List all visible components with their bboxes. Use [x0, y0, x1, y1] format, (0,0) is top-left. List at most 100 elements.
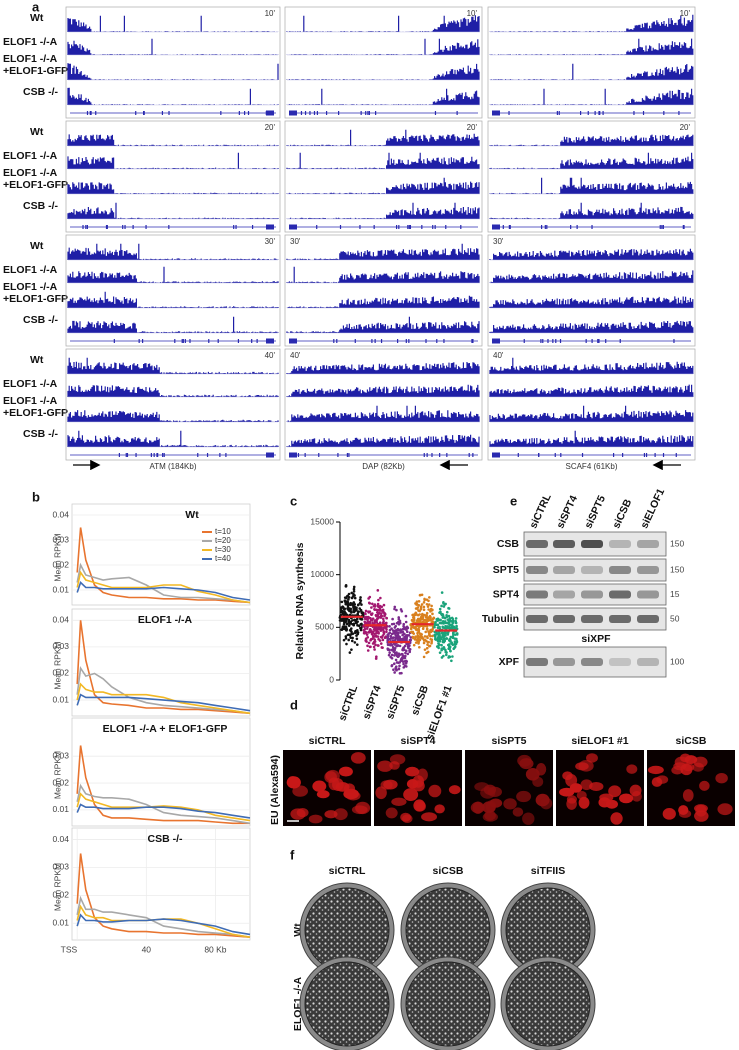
x-tick-label: siSPT5 [384, 684, 407, 721]
exon [348, 453, 350, 457]
exon [683, 225, 685, 229]
series-line [76, 562, 251, 604]
exon [591, 339, 593, 343]
nucleus [522, 812, 535, 825]
dot [438, 621, 442, 625]
exon [168, 225, 170, 229]
exon [678, 111, 680, 115]
exon [439, 453, 441, 457]
exon [642, 111, 645, 115]
dot [415, 607, 419, 610]
exon [208, 339, 210, 343]
band [637, 590, 659, 599]
band [637, 615, 659, 623]
exon [95, 111, 97, 115]
exon [297, 453, 300, 457]
exon [546, 225, 548, 229]
dot [412, 616, 416, 620]
nucleus [578, 760, 594, 772]
dot [420, 603, 424, 606]
exon [247, 111, 250, 115]
dot [404, 651, 407, 655]
row-label: XPF [499, 656, 520, 668]
exon [554, 453, 556, 457]
dot [340, 628, 344, 632]
exon [251, 225, 254, 229]
dot [417, 640, 421, 644]
dot [381, 634, 385, 637]
coverage-track [67, 357, 279, 374]
exon [421, 225, 423, 229]
coverage-track [286, 295, 480, 308]
dot [352, 622, 356, 626]
dot [360, 603, 363, 606]
coverage-track [67, 38, 279, 55]
dot [399, 628, 403, 632]
track-frame [284, 6, 483, 119]
dot [402, 622, 406, 626]
dot [420, 593, 424, 597]
dot [339, 617, 343, 621]
dot [374, 643, 377, 647]
coverage-track [489, 134, 694, 146]
dot [401, 630, 405, 634]
exon [434, 111, 437, 115]
exon [266, 338, 274, 344]
dot [376, 644, 380, 647]
nucleus [578, 796, 590, 809]
chart-title: Wt [185, 509, 199, 521]
exon [243, 111, 246, 115]
dot [450, 642, 454, 646]
dot [355, 634, 358, 637]
dot [381, 617, 385, 621]
exon [456, 111, 458, 115]
x-tick-label: siCTRL [336, 683, 360, 722]
exon [397, 339, 399, 343]
dot [344, 637, 348, 640]
dot [423, 598, 426, 602]
series-line [76, 895, 251, 938]
band [553, 615, 575, 623]
dot [352, 606, 355, 609]
exon [591, 225, 593, 229]
series-line [76, 853, 251, 938]
dot [400, 652, 403, 656]
dot [375, 634, 378, 638]
dot [379, 635, 383, 639]
exon [598, 339, 600, 343]
dot [453, 645, 457, 648]
exon [602, 111, 604, 115]
dot [428, 644, 431, 648]
exon [237, 339, 240, 343]
dot [439, 637, 443, 641]
row-label: Tubulin [482, 613, 519, 625]
dot [376, 589, 380, 592]
coverage-track [286, 177, 480, 194]
row-label: SPT5 [493, 564, 519, 576]
condition-label: +ELOF1-GFP [3, 179, 68, 191]
exon [143, 111, 145, 115]
dot [382, 610, 385, 614]
dot [416, 628, 419, 632]
dot [407, 634, 411, 637]
condition-label: +ELOF1-GFP [3, 65, 68, 77]
coverage-track [286, 405, 480, 422]
dot [383, 636, 387, 639]
nucleus [375, 786, 387, 800]
dot [449, 635, 453, 639]
exon [472, 453, 474, 457]
dot [427, 603, 431, 606]
dot [398, 619, 402, 623]
dot [395, 608, 398, 612]
row-label: ELOF1 -/-A [292, 976, 304, 1031]
nucleus [608, 785, 622, 798]
dot [373, 632, 376, 636]
exon [662, 453, 665, 457]
exon [395, 225, 398, 229]
nucleus [532, 776, 544, 787]
coverage-track [286, 15, 480, 32]
exon [508, 225, 510, 229]
condition-label: CSB -/- [23, 200, 59, 212]
band [609, 658, 631, 666]
exon [654, 453, 656, 457]
